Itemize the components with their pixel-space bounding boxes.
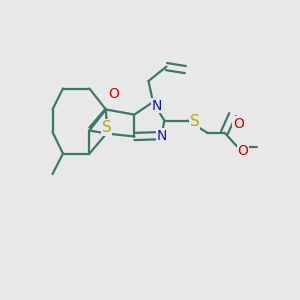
Text: N: N — [156, 129, 167, 142]
Text: O: O — [108, 87, 119, 100]
Text: O: O — [233, 117, 244, 130]
Text: S: S — [190, 114, 199, 129]
Text: S: S — [102, 120, 111, 135]
Text: N: N — [152, 99, 162, 112]
Text: O: O — [238, 144, 248, 158]
